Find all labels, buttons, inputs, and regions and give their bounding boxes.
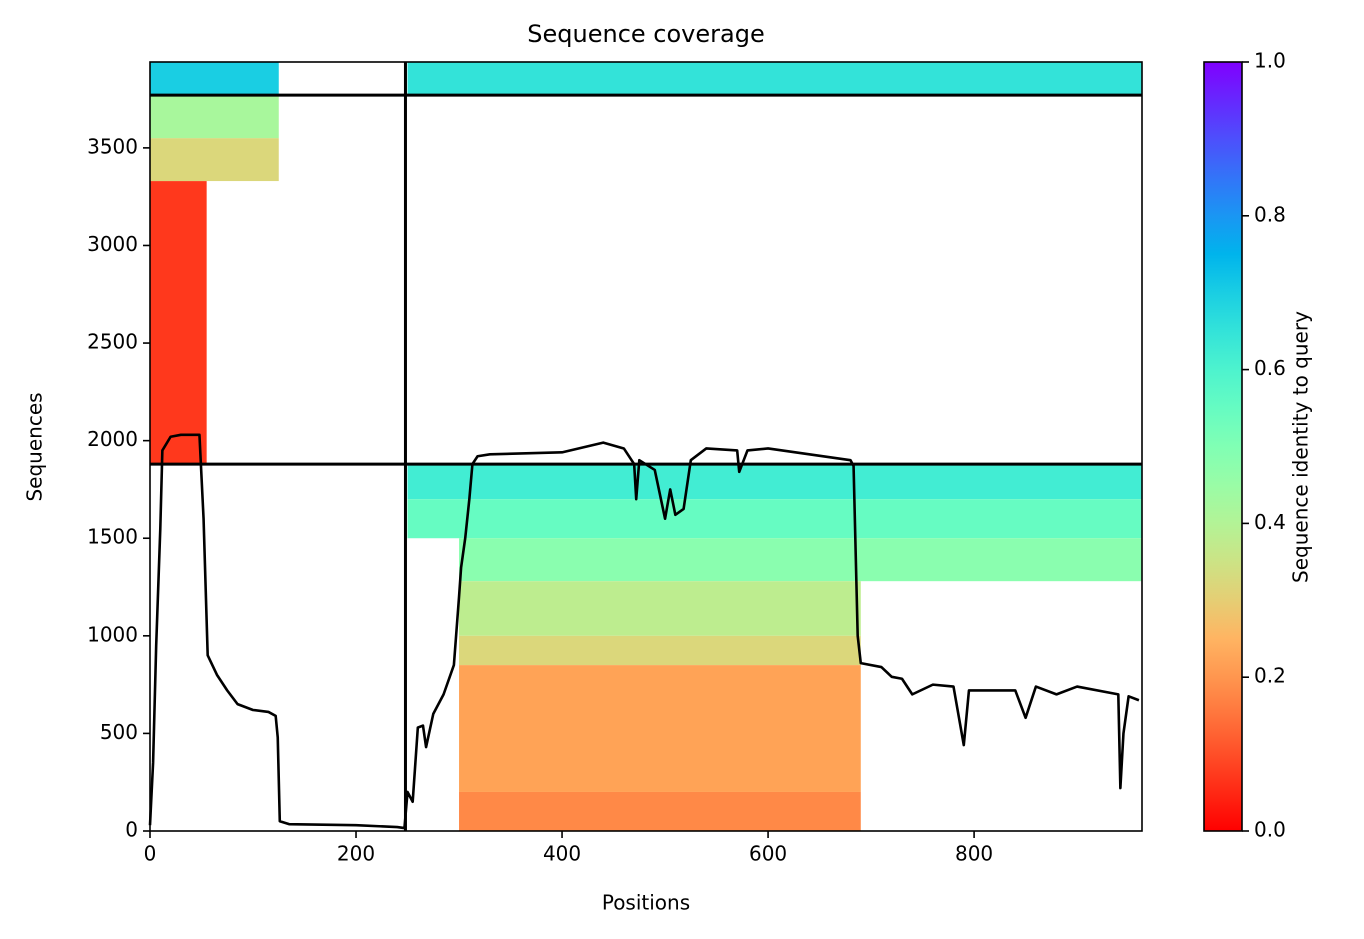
coverage-block — [150, 181, 207, 465]
y-axis-label: Sequences — [23, 392, 47, 501]
coverage-block — [407, 464, 1142, 500]
y-tick-label: 500 — [100, 720, 138, 744]
coverage-block — [407, 499, 1142, 539]
x-tick-label: 400 — [543, 842, 581, 866]
coverage-block — [407, 62, 1142, 96]
colorbar-tick-label: 1.0 — [1254, 49, 1286, 73]
coverage-block — [150, 138, 279, 182]
coverage-block — [459, 665, 861, 792]
x-tick-label: 800 — [955, 842, 993, 866]
coverage-block — [459, 791, 861, 831]
x-tick-label: 0 — [144, 842, 157, 866]
y-tick-label: 2000 — [87, 427, 138, 451]
x-tick-label: 600 — [749, 842, 787, 866]
colorbar-tick-label: 0.4 — [1254, 510, 1286, 534]
colorbar-tick-label: 0.6 — [1254, 356, 1286, 380]
coverage-line — [148, 433, 1140, 830]
y-tick-label: 1000 — [87, 622, 138, 646]
colorbar-tick-label: 0.8 — [1254, 202, 1286, 226]
plot-frame — [149, 61, 1143, 832]
y-tick-label: 0 — [125, 818, 138, 842]
y-tick-label: 2500 — [87, 330, 138, 354]
colorbar — [1203, 61, 1243, 832]
coverage-block — [459, 538, 1142, 582]
x-tick-label: 200 — [337, 842, 375, 866]
coverage-block — [150, 62, 279, 96]
coverage-block — [150, 95, 279, 139]
coverage-block — [459, 635, 861, 666]
x-axis-label: Positions — [602, 891, 690, 915]
chart-title: Sequence coverage — [527, 20, 764, 48]
colorbar-tick-label: 0.2 — [1254, 664, 1286, 688]
y-tick-label: 3000 — [87, 232, 138, 256]
colorbar-tick-label: 0.0 — [1254, 818, 1286, 842]
y-tick-label: 3500 — [87, 134, 138, 158]
coverage-block — [459, 581, 861, 636]
y-tick-label: 1500 — [87, 525, 138, 549]
colorbar-label: Sequence identity to query — [1289, 311, 1313, 583]
